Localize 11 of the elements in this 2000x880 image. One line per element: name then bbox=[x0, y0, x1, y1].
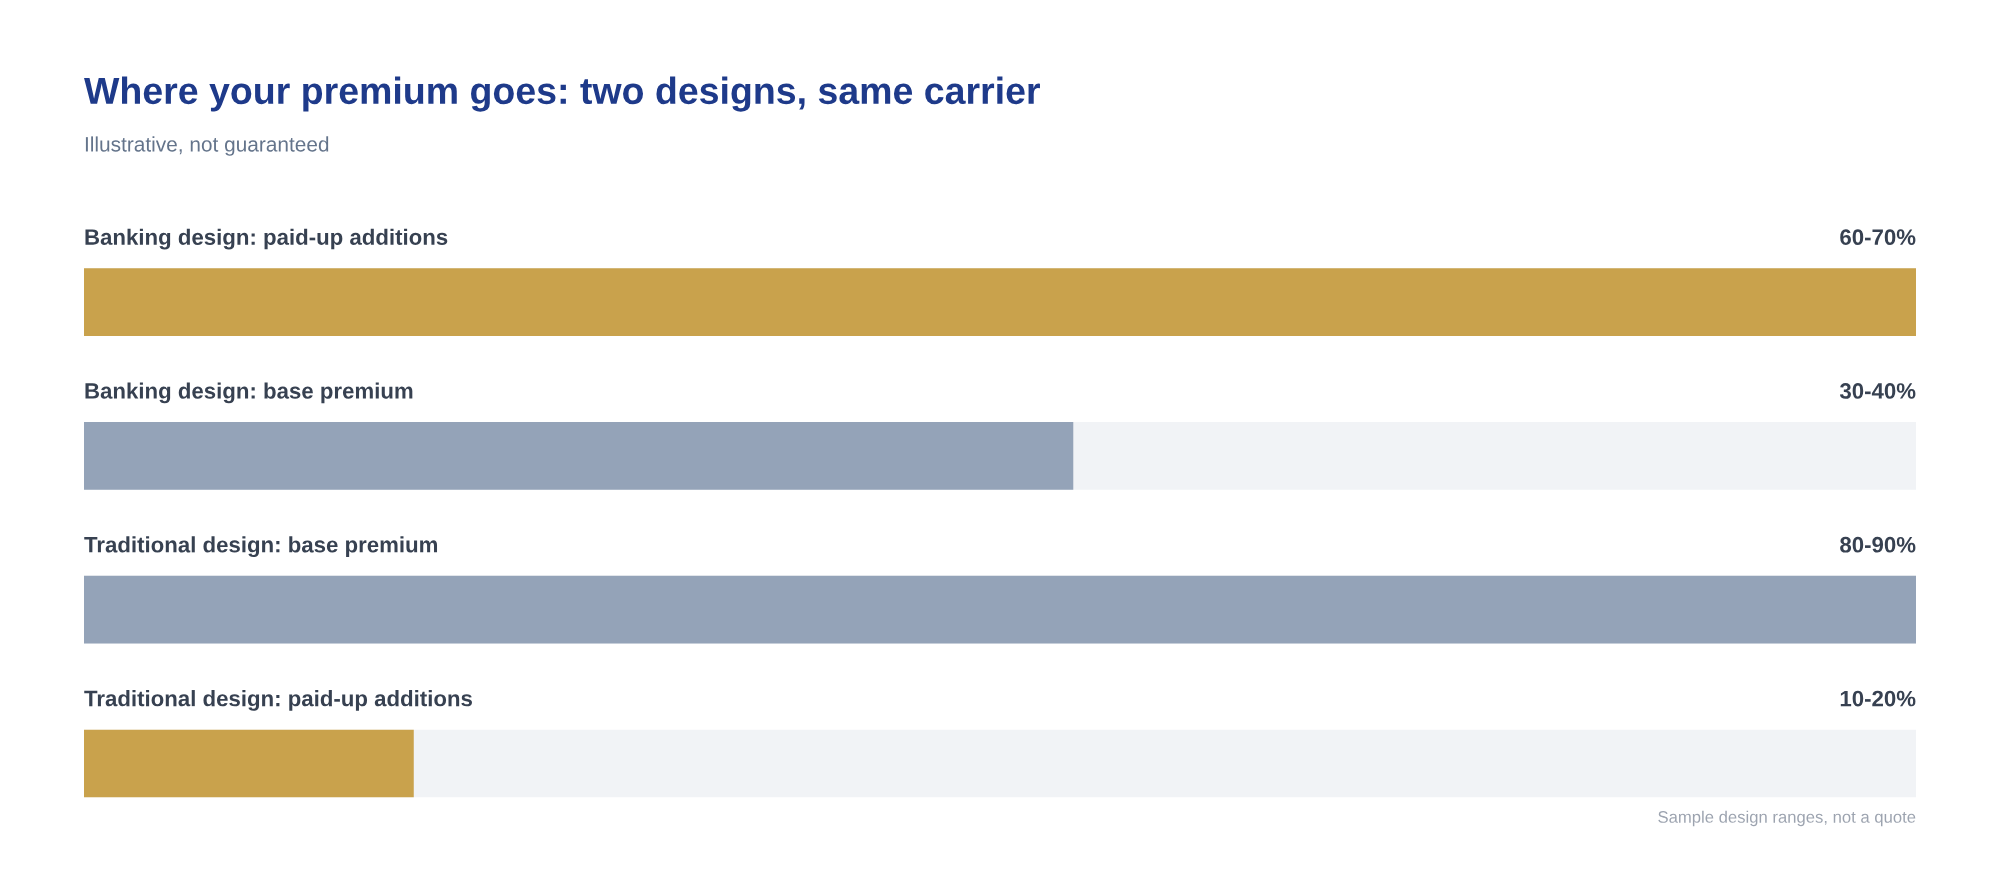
chart-subtitle: Illustrative, not guaranteed bbox=[85, 136, 329, 156]
y-tick-label: Banking design: paid-up additions bbox=[85, 228, 448, 250]
annotation: 10-20% bbox=[1840, 690, 1916, 707]
annotation: 60-70% bbox=[1840, 229, 1916, 246]
annotation: 30-40% bbox=[1839, 383, 1916, 399]
text: Sample design ranges, not a quote bbox=[1658, 810, 1916, 827]
y-tick-label: Banking design: base premium bbox=[85, 382, 413, 404]
y-tick-label: Traditional design: base premium bbox=[84, 536, 438, 558]
y-tick-label: Traditional design: paid-up additions bbox=[84, 690, 472, 711]
annotation: 80-90% bbox=[1840, 536, 1916, 553]
chart-title: Where your premium goes: two designs, same carrier bbox=[84, 76, 1040, 112]
